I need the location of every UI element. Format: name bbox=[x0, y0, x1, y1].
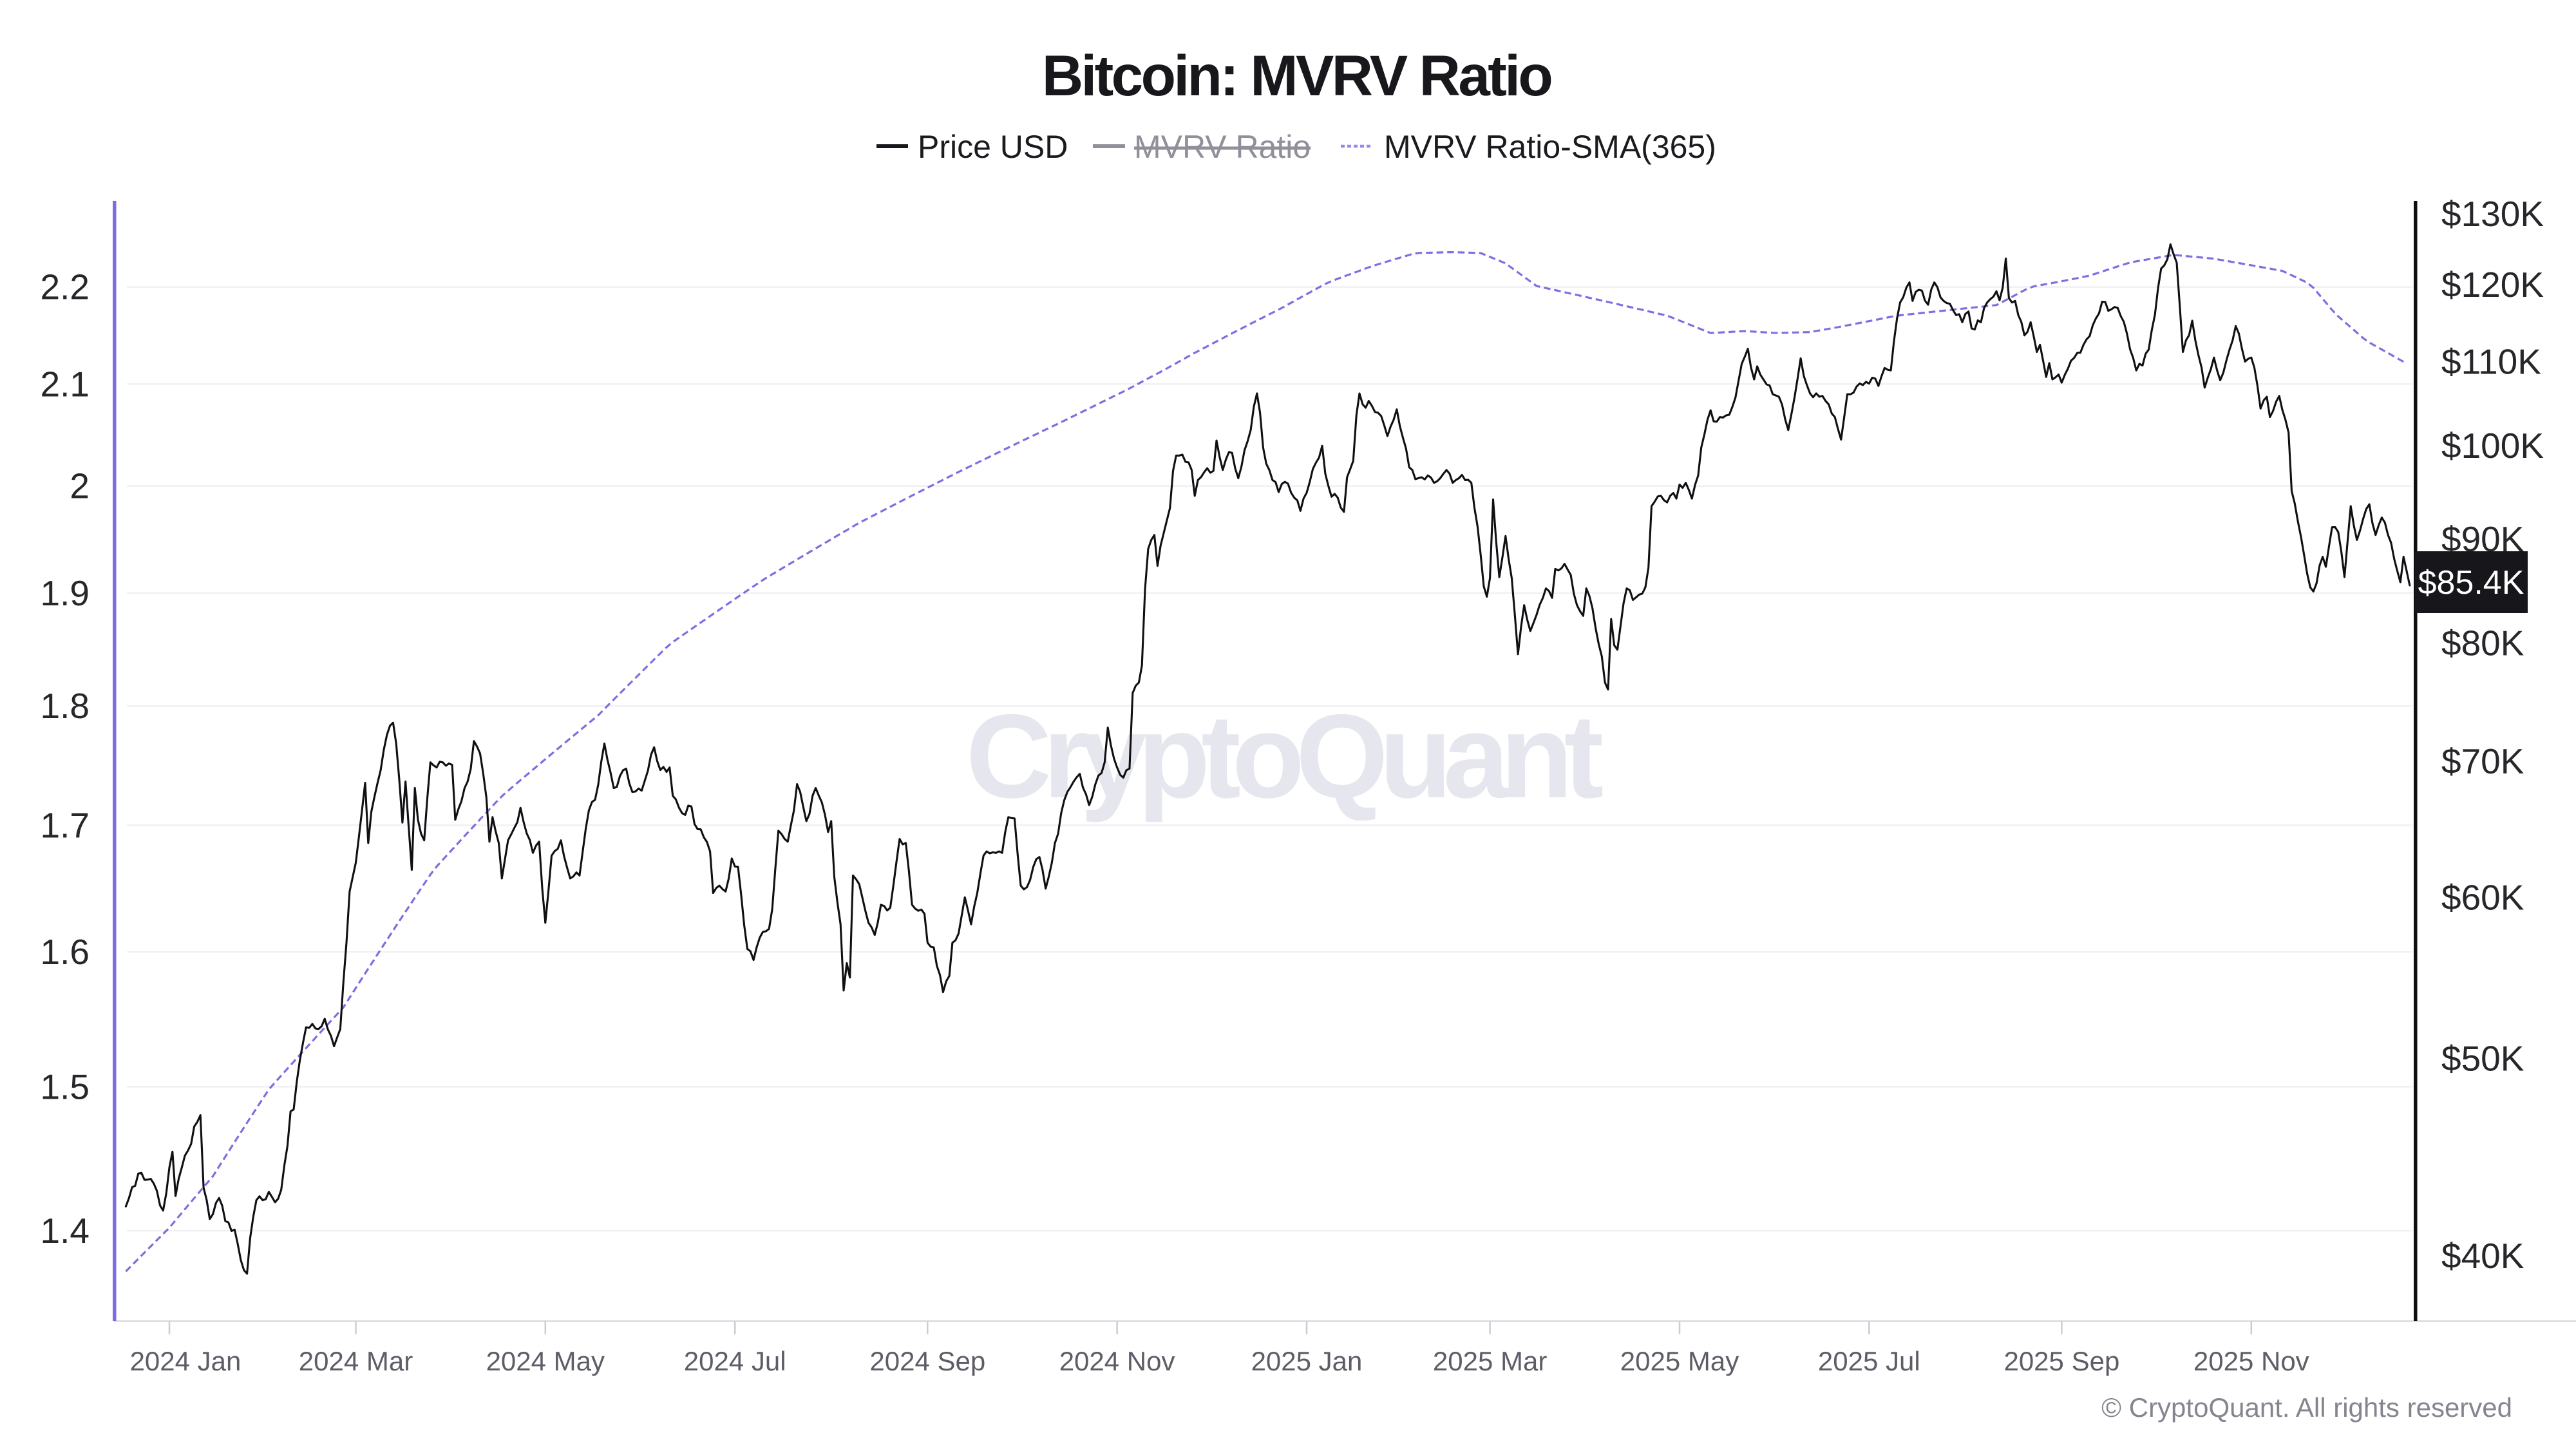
svg-text:$40K: $40K bbox=[2441, 1236, 2524, 1276]
svg-text:1.9: 1.9 bbox=[41, 573, 90, 613]
svg-text:© CryptoQuant. All rights rese: © CryptoQuant. All rights reserved bbox=[2101, 1392, 2512, 1423]
svg-text:2025 May: 2025 May bbox=[1620, 1346, 1739, 1376]
svg-text:1.7: 1.7 bbox=[41, 806, 90, 846]
svg-text:1.8: 1.8 bbox=[41, 686, 90, 726]
svg-text:2025 Jul: 2025 Jul bbox=[1818, 1346, 1920, 1376]
svg-text:MVRV Ratio: MVRV Ratio bbox=[1134, 129, 1311, 165]
svg-text:2025 Nov: 2025 Nov bbox=[2193, 1346, 2309, 1376]
svg-text:2024 Mar: 2024 Mar bbox=[299, 1346, 413, 1376]
svg-text:2024 Sep: 2024 Sep bbox=[869, 1346, 985, 1376]
svg-text:CryptoQuant: CryptoQuant bbox=[966, 690, 1603, 823]
svg-text:1.6: 1.6 bbox=[41, 932, 90, 972]
svg-text:2024 Jul: 2024 Jul bbox=[684, 1346, 786, 1376]
svg-text:Bitcoin: MVRV Ratio: Bitcoin: MVRV Ratio bbox=[1042, 43, 1551, 108]
svg-text:$110K: $110K bbox=[2441, 341, 2541, 381]
svg-text:2025 Jan: 2025 Jan bbox=[1251, 1346, 1363, 1376]
svg-text:2.2: 2.2 bbox=[41, 267, 90, 307]
svg-text:$50K: $50K bbox=[2441, 1039, 2524, 1079]
svg-text:$130K: $130K bbox=[2441, 194, 2544, 234]
svg-text:1.4: 1.4 bbox=[41, 1211, 90, 1251]
svg-text:MVRV Ratio-SMA(365): MVRV Ratio-SMA(365) bbox=[1384, 129, 1716, 165]
svg-text:$120K: $120K bbox=[2441, 265, 2544, 305]
svg-text:1.5: 1.5 bbox=[41, 1066, 90, 1106]
svg-text:Price USD: Price USD bbox=[918, 129, 1068, 165]
svg-text:$100K: $100K bbox=[2441, 426, 2544, 466]
svg-text:2024 May: 2024 May bbox=[486, 1346, 605, 1376]
svg-text:2024 Jan: 2024 Jan bbox=[130, 1346, 242, 1376]
svg-text:$70K: $70K bbox=[2441, 741, 2524, 781]
svg-text:2: 2 bbox=[70, 466, 90, 506]
svg-text:$85.4K: $85.4K bbox=[2418, 564, 2524, 601]
svg-text:$60K: $60K bbox=[2441, 877, 2524, 917]
svg-text:$80K: $80K bbox=[2441, 623, 2524, 663]
svg-text:2024 Nov: 2024 Nov bbox=[1059, 1346, 1175, 1376]
svg-text:2.1: 2.1 bbox=[41, 364, 90, 404]
svg-text:2025 Mar: 2025 Mar bbox=[1433, 1346, 1547, 1376]
svg-text:2025 Sep: 2025 Sep bbox=[2003, 1346, 2119, 1376]
